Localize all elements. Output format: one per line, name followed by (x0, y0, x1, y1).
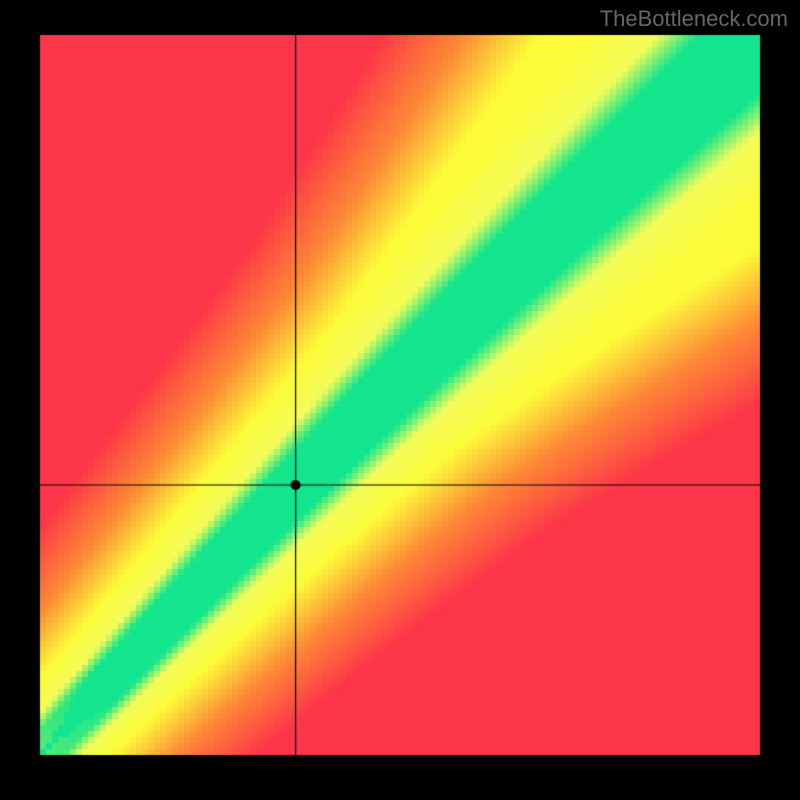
watermark-text: TheBottleneck.com (600, 6, 788, 32)
bottleneck-heatmap-canvas (0, 0, 800, 800)
chart-container: TheBottleneck.com (0, 0, 800, 800)
